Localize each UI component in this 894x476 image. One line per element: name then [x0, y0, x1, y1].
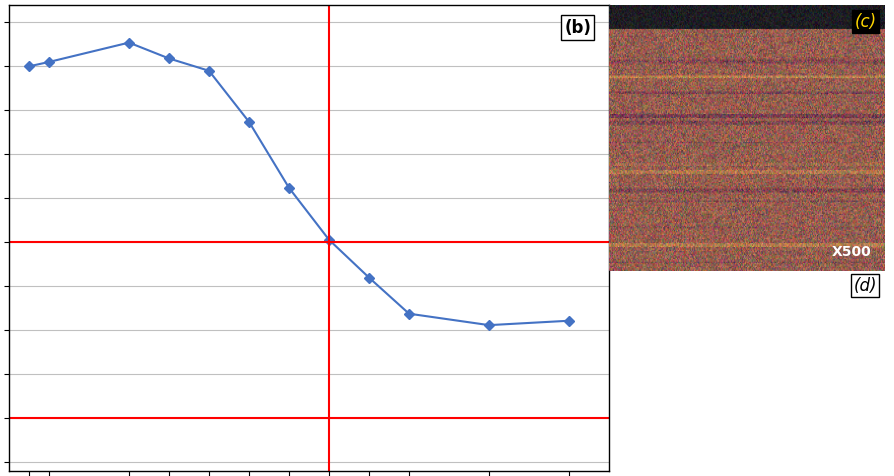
Text: (d): (d) — [853, 277, 877, 295]
Text: (c): (c) — [855, 13, 877, 31]
Text: (b): (b) — [564, 19, 591, 37]
Text: X500: X500 — [832, 245, 872, 259]
